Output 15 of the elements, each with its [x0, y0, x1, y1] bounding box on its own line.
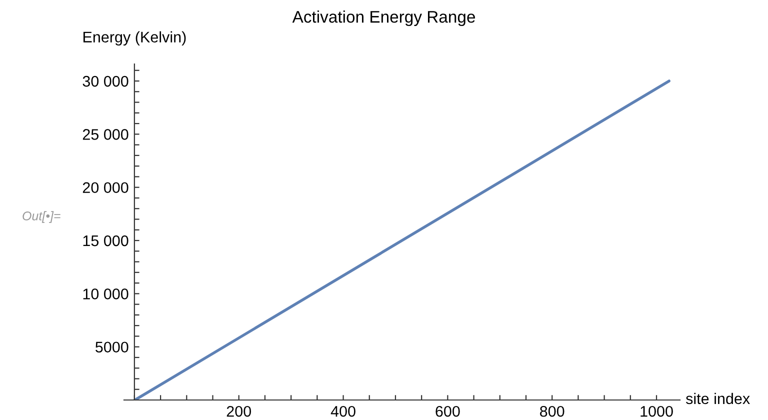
chart-title: Activation Energy Range [292, 10, 475, 26]
y-tick-label: 15 000 [83, 235, 128, 246]
x-tick-label: 200 [226, 406, 252, 417]
y-tick-label: 10 000 [83, 288, 128, 300]
text: Out[•]= [22, 211, 60, 223]
x-tick-label: 800 [540, 406, 564, 417]
x-tick-label: 1000 [640, 406, 673, 417]
y-axis-title: Energy (Kelvin) [83, 31, 186, 46]
x-axis-title: site index [686, 392, 750, 404]
y-tick-label: 30 000 [82, 76, 128, 87]
y-tick-label: 20 000 [82, 182, 128, 194]
y-tick-label: 25 000 [82, 129, 128, 140]
x-tick-label: 400 [330, 406, 356, 417]
y-tick-label: 5000 [96, 342, 128, 353]
x-tick-label: 600 [436, 406, 460, 417]
